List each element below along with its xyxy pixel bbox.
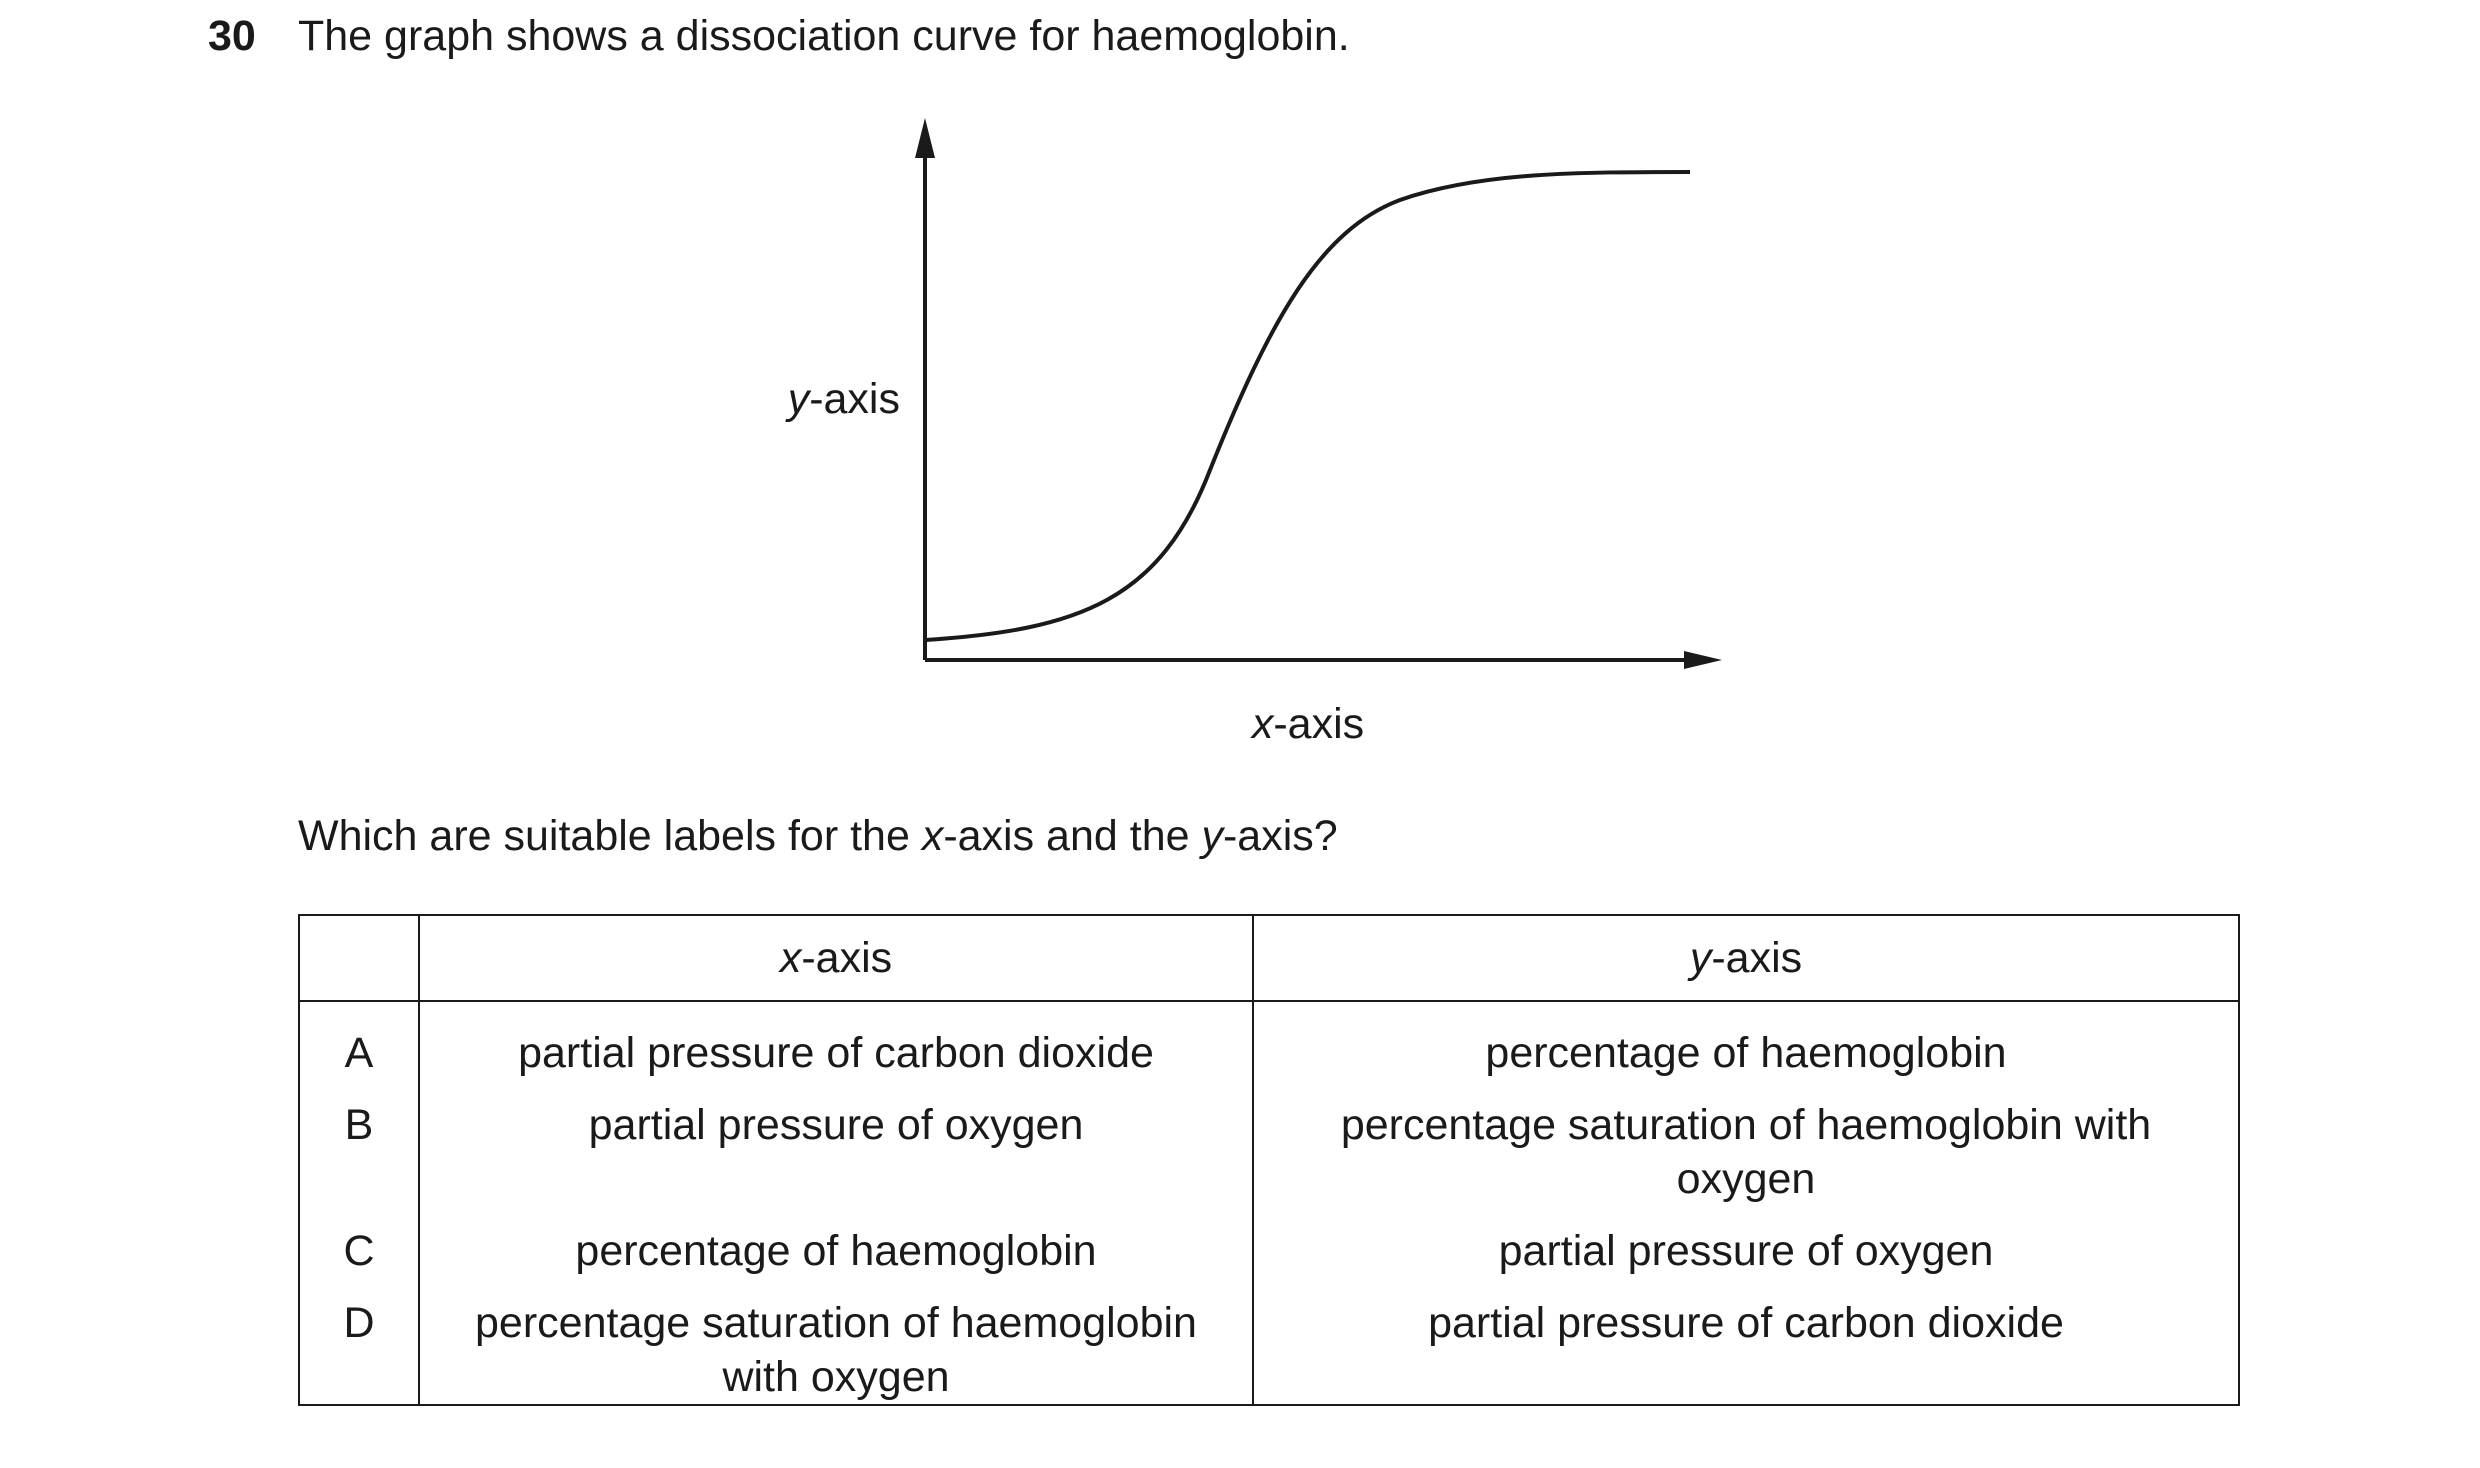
header-y-axis: y-axis: [1252, 915, 2240, 1002]
table-row[interactable]: C percentage of haemoglobin partial pres…: [298, 1218, 2240, 1290]
dissociation-curve: [924, 170, 1691, 642]
option-x-label: partial pressure of carbon dioxide: [418, 1001, 1254, 1092]
x-axis-label: x-axis: [1250, 700, 1364, 748]
option-letter: C: [298, 1218, 420, 1290]
y-axis-label: y-axis: [785, 375, 900, 423]
table-header-row: x-axis y-axis: [298, 915, 2240, 1002]
y-axis-arrowhead: [915, 118, 935, 158]
option-x-label: percentage of haemoglobin: [418, 1218, 1254, 1290]
question-prompt: Which are suitable labels for the x-axis…: [298, 812, 1338, 860]
answer-options-table: x-axis y-axis A partial pressure of carb…: [298, 914, 2240, 1406]
question-number: 30: [208, 12, 256, 60]
option-y-label: partial pressure of carbon dioxide: [1252, 1290, 2240, 1405]
option-y-label: partial pressure of oxygen: [1252, 1218, 2240, 1290]
header-x-axis: x-axis: [418, 915, 1254, 1002]
option-letter: A: [298, 1001, 420, 1092]
question-text: The graph shows a dissociation curve for…: [298, 12, 1350, 60]
table-row[interactable]: A partial pressure of carbon dioxide per…: [298, 1001, 2240, 1092]
option-letter: D: [298, 1290, 420, 1405]
table-row[interactable]: B partial pressure of oxygen percentage …: [298, 1092, 2240, 1218]
dissociation-graph: y-axis x-axis: [785, 118, 1722, 748]
table-row[interactable]: D percentage saturation of haemoglobin w…: [298, 1290, 2240, 1405]
option-x-label: partial pressure of oxygen: [418, 1092, 1254, 1218]
header-letter-cell: [298, 915, 420, 1002]
option-y-label: percentage of haemoglobin: [1252, 1001, 2240, 1092]
option-letter: B: [298, 1092, 420, 1218]
x-axis-arrowhead: [1684, 651, 1722, 669]
option-y-label: percentage saturation of haemoglobin wit…: [1252, 1092, 2240, 1218]
option-x-label: percentage saturation of haemoglobin wit…: [418, 1290, 1254, 1405]
